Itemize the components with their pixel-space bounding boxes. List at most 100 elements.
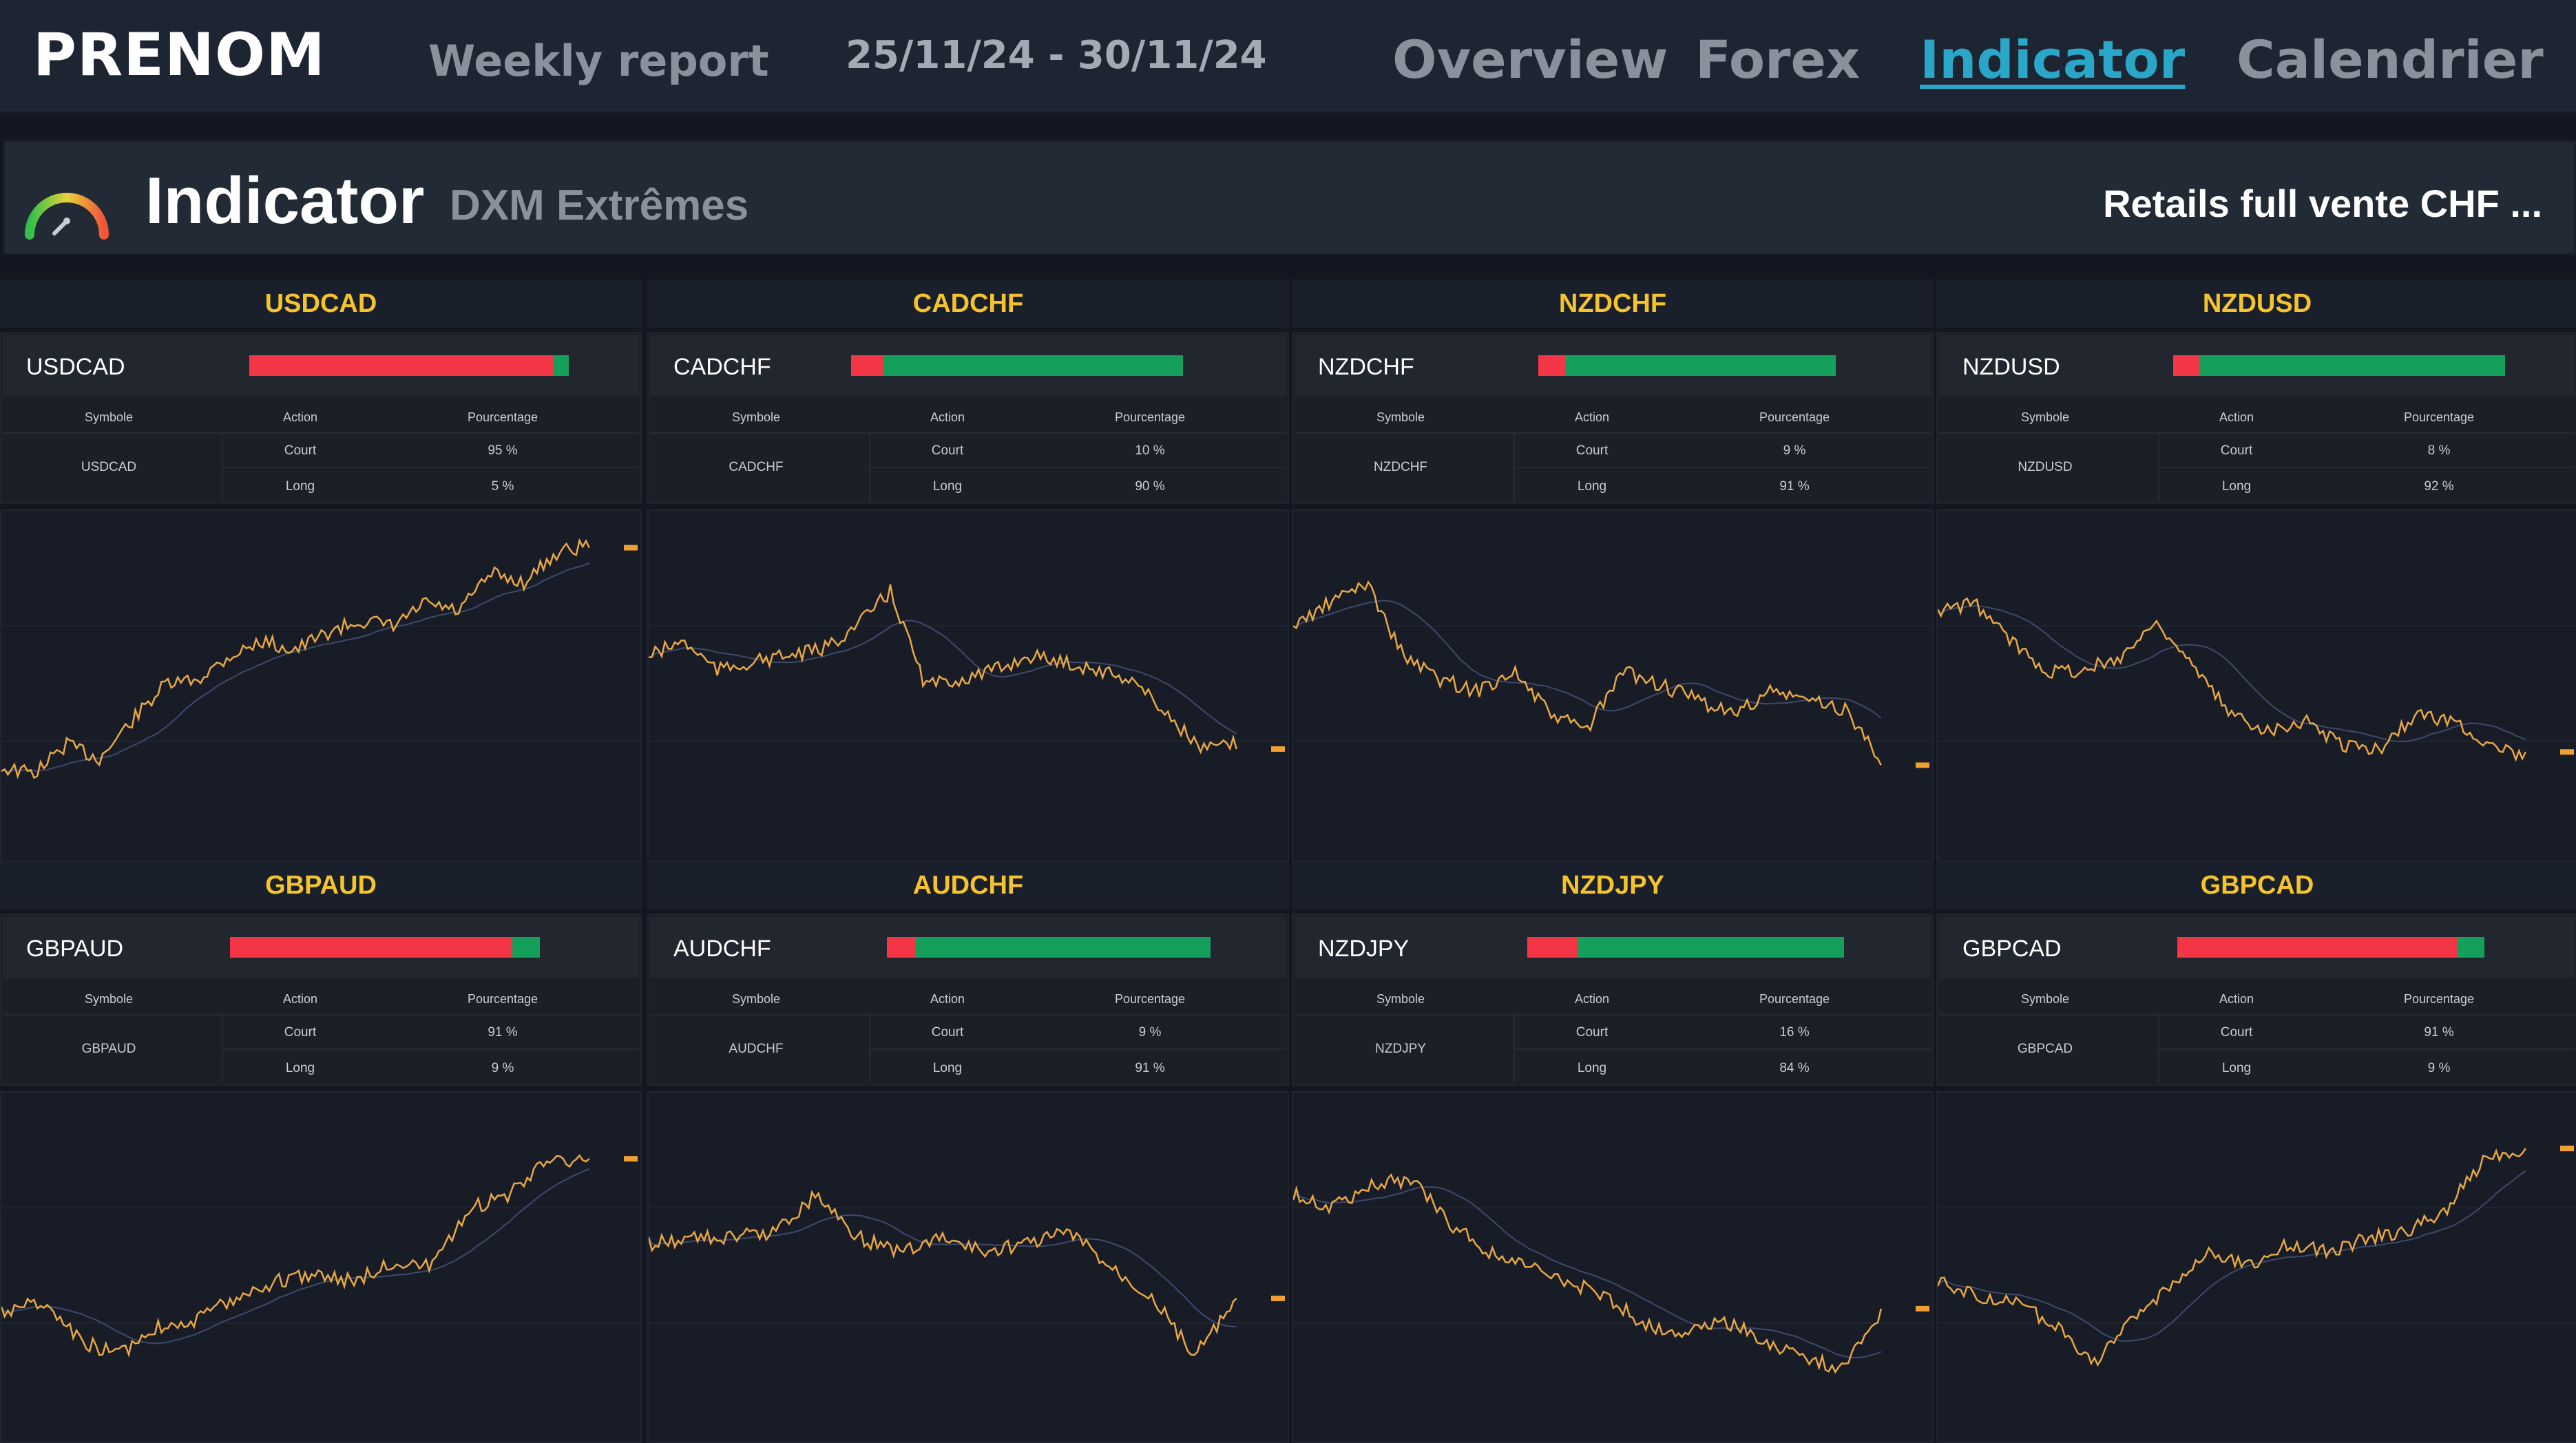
long-bar-segment: [916, 937, 1211, 958]
indicator-title: Indicator: [145, 164, 425, 238]
moving-average-line: [1293, 600, 1882, 719]
row-pct-court: 9 %: [1783, 443, 1806, 458]
row-symbol: USDCAD: [81, 460, 137, 474]
sentiment-table: Symbole Action Pourcentage GBPAUD Court …: [3, 984, 639, 1083]
long-bar-segment: [1578, 937, 1844, 958]
price-chart[interactable]: [647, 509, 1289, 861]
col-header-percentage: Pourcentage: [467, 992, 538, 1006]
short-bar-segment: [2177, 937, 2457, 958]
moving-average-line: [649, 620, 1237, 735]
moving-average-line: [1938, 604, 2526, 743]
sentiment-card: CADCHF Symbole Action Pourcentage CADCHF…: [647, 332, 1289, 504]
price-chart[interactable]: [647, 1091, 1289, 1443]
col-header-percentage: Pourcentage: [1114, 410, 1186, 424]
last-price-marker: [1271, 746, 1285, 752]
last-price-marker: [1916, 762, 1929, 768]
sentiment-table: Symbole Action Pourcentage NZDUSD Court …: [1939, 402, 2575, 501]
row-pct-long: 84 %: [1779, 1061, 1810, 1075]
row-action-long: Long: [285, 479, 315, 494]
col-header-symbol: Symbole: [2020, 992, 2070, 1006]
sentiment-bar: [851, 355, 1183, 376]
pair-panel: AUDCHF AUDCHF Symbole Action Pourcentage…: [647, 861, 1289, 1443]
col-header-action: Action: [930, 410, 965, 424]
sentiment-bar: [230, 937, 540, 958]
short-bar-segment: [1538, 355, 1565, 376]
col-header-symbol: Symbole: [1376, 410, 1425, 424]
pairs-grid: USDCAD USDCAD Symbole Action Pourcentage…: [0, 280, 2576, 1443]
sentiment-table: Symbole Action Pourcentage AUDCHF Court …: [650, 984, 1286, 1083]
long-bar-segment: [512, 937, 540, 958]
price-chart[interactable]: [1292, 509, 1934, 861]
row-action-court: Court: [931, 443, 964, 458]
price-chart[interactable]: [1292, 1091, 1934, 1443]
nav-calendrier-link[interactable]: Calendrier: [2237, 29, 2544, 90]
row-pct-long: 9 %: [2427, 1061, 2451, 1075]
sentiment-bar: [1527, 937, 1844, 958]
indicator-summary: Retails full vente CHF ...: [2103, 182, 2542, 225]
chart-svg: [649, 1190, 1288, 1356]
col-header-action: Action: [930, 992, 965, 1006]
row-pct-court: 10 %: [1135, 443, 1165, 458]
sentiment-bar: [1538, 355, 1836, 376]
moving-average-line: [1293, 1186, 1882, 1359]
row-symbol: NZDCHF: [1373, 460, 1428, 474]
moving-average-line: [1, 562, 590, 772]
card-symbol: NZDJPY: [1318, 936, 1410, 962]
last-price-marker: [2560, 749, 2574, 755]
pair-title: GBPAUD: [0, 861, 642, 909]
col-header-action: Action: [1574, 992, 1610, 1006]
col-header-percentage: Pourcentage: [1759, 410, 1830, 424]
pair-panel: CADCHF CADCHF Symbole Action Pourcentage…: [647, 280, 1289, 861]
chart-svg: [1938, 597, 2576, 762]
row-pct-long: 90 %: [1135, 479, 1165, 494]
card-header: CADCHF: [650, 335, 1286, 397]
row-action-court: Court: [2220, 443, 2253, 458]
moving-average-line: [1, 1168, 590, 1345]
card-symbol: CADCHF: [673, 354, 771, 380]
nav-forex-link[interactable]: Forex: [1695, 29, 1861, 90]
card-symbol: GBPAUD: [26, 936, 124, 962]
card-symbol: NZDUSD: [1962, 354, 2060, 380]
long-bar-segment: [553, 355, 569, 376]
row-action-court: Court: [1575, 443, 1609, 458]
pair-panel: NZDUSD NZDUSD Symbole Action Pourcentage…: [1936, 280, 2576, 861]
indicator-subtitle: DXM Extrêmes: [450, 182, 749, 229]
brand-logo: PRENOM: [33, 21, 326, 89]
price-chart[interactable]: [0, 509, 642, 861]
nav-overview-link[interactable]: Overview: [1392, 29, 1668, 90]
row-action-court: Court: [284, 1025, 317, 1040]
sentiment-card: USDCAD Symbole Action Pourcentage USDCAD…: [0, 332, 642, 504]
card-symbol: NZDCHF: [1318, 354, 1414, 380]
date-range: 25/11/24 - 30/11/24: [846, 33, 1267, 78]
row-symbol: NZDUSD: [2018, 460, 2073, 474]
col-header-symbol: Symbole: [2020, 410, 2070, 424]
card-header: AUDCHF: [650, 916, 1286, 978]
pair-panel: GBPAUD GBPAUD Symbole Action Pourcentage…: [0, 861, 642, 1443]
sentiment-table: Symbole Action Pourcentage GBPCAD Court …: [1939, 984, 2575, 1083]
last-price-marker: [1271, 1295, 1285, 1301]
col-header-action: Action: [2219, 410, 2254, 424]
price-chart[interactable]: [1936, 1091, 2576, 1443]
short-bar-segment: [887, 937, 916, 958]
col-header-action: Action: [1574, 410, 1610, 424]
long-bar-segment: [1565, 355, 1836, 376]
row-pct-court: 16 %: [1779, 1025, 1810, 1040]
row-action-court: Court: [2220, 1025, 2253, 1040]
pair-title: CADCHF: [647, 280, 1289, 328]
pair-title: NZDUSD: [1936, 280, 2576, 328]
row-symbol: CADCHF: [729, 460, 784, 474]
card-header: GBPCAD: [1939, 916, 2575, 978]
row-action-long: Long: [1577, 1061, 1607, 1075]
price-line: [1, 1154, 590, 1358]
short-bar-segment: [851, 355, 884, 376]
chart-svg: [1938, 1146, 2576, 1367]
chart-svg: [1, 538, 640, 779]
price-chart[interactable]: [0, 1091, 642, 1443]
nav-indicator-link[interactable]: Indicator: [1920, 29, 2186, 90]
sentiment-table: Symbole Action Pourcentage USDCAD Court …: [3, 402, 639, 501]
row-symbol: GBPAUD: [81, 1042, 136, 1056]
sentiment-table: Symbole Action Pourcentage CADCHF Court …: [650, 402, 1286, 501]
price-chart[interactable]: [1936, 509, 2576, 861]
short-bar-segment: [249, 355, 553, 376]
card-header: NZDCHF: [1295, 335, 1931, 397]
